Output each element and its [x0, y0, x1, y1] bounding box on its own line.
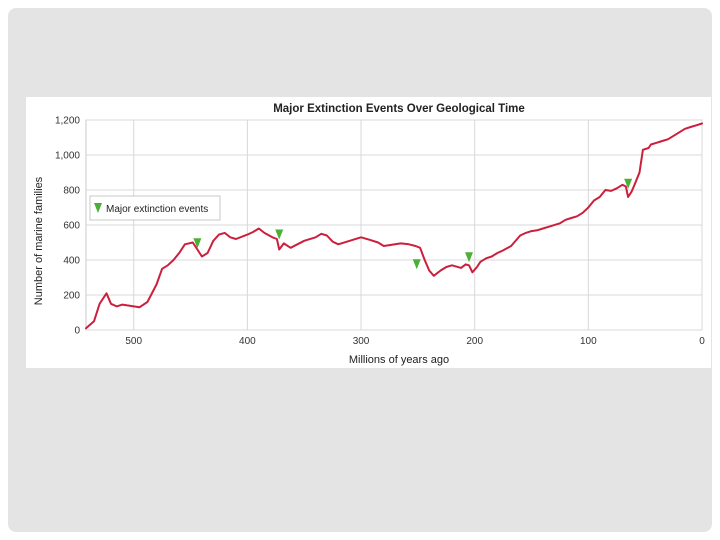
- chart-card: 0 200 400 600 800 1,000 1,200 500 400 300 200 100 0 …: [26, 97, 711, 368]
- y-axis-title: Number of marine families: [33, 176, 45, 305]
- grid-layer: [85, 119, 703, 331]
- axis-layer: 0 200 400 600 800 1,000 1,200 500 400 300 200 100 0: [55, 116, 705, 348]
- x-tick-label: 500: [125, 336, 142, 347]
- y-tick-label: 400: [63, 256, 80, 267]
- y-tick-label: 1,000: [55, 151, 80, 162]
- y-tick-label: 200: [63, 291, 80, 302]
- x-tick-label: 100: [580, 336, 597, 347]
- y-tick-label: 800: [63, 186, 80, 197]
- x-tick-label: 200: [466, 336, 483, 347]
- extinction-event-marker: [465, 252, 474, 263]
- marker-layer: [193, 178, 633, 270]
- x-tick-label: 300: [353, 336, 370, 347]
- y-tick-label: 1,200: [55, 116, 80, 127]
- extinction-event-marker: [275, 229, 284, 240]
- legend-label: Major extinction events: [106, 204, 208, 215]
- legend-box: [89, 195, 221, 221]
- y-tick-label: 600: [63, 221, 80, 232]
- extinction-event-marker: [193, 238, 202, 249]
- chart-title: Major Extinction Events Over Geological …: [273, 103, 525, 115]
- legend-marker-icon: [94, 203, 102, 213]
- x-tick-label: 0: [699, 336, 705, 347]
- series-line-marine-families: [85, 122, 703, 330]
- chart-plot: 0 200 400 600 800 1,000 1,200 500 400 300 200 100 0 …: [33, 103, 705, 366]
- y-tick-label: 0: [74, 326, 80, 337]
- x-axis-title: Millions of years ago: [349, 354, 449, 366]
- extinction-event-marker: [624, 178, 633, 189]
- series-layer: [85, 122, 703, 330]
- slide-background: 0 200 400 600 800 1,000 1,200 500 400 300 200 100 0 …: [8, 8, 712, 532]
- x-tick-label: 400: [239, 336, 256, 347]
- legend: Major extinction events: [89, 195, 221, 221]
- extinction-event-marker: [412, 259, 421, 270]
